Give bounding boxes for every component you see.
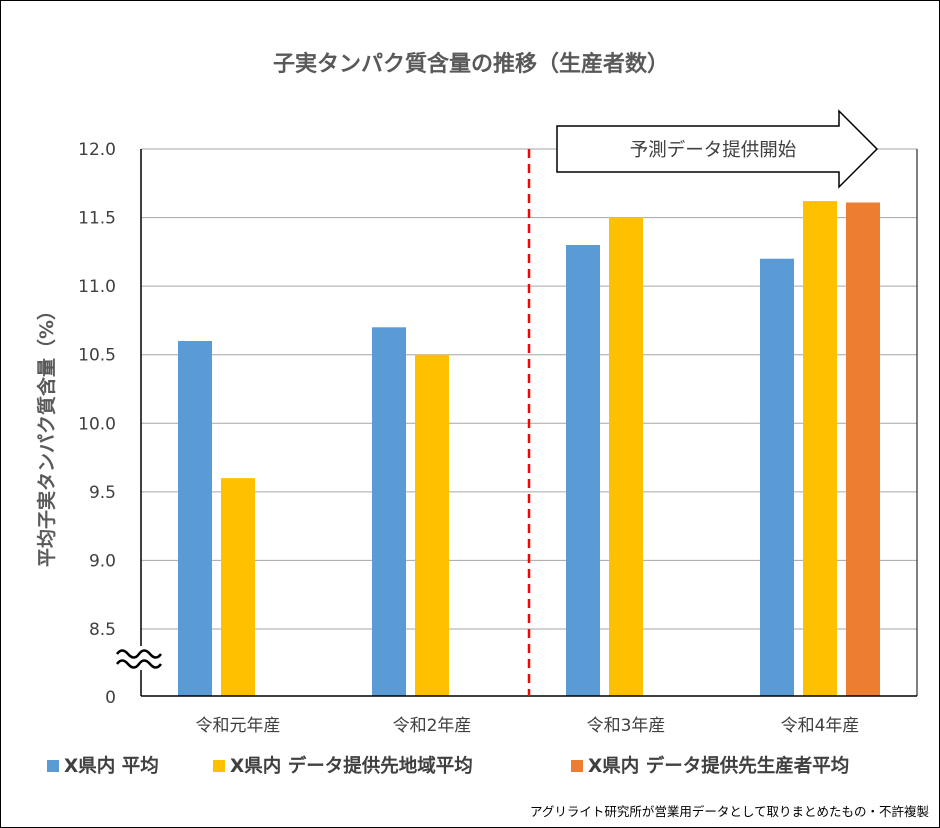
category-label-0: 令和元年産 [196, 716, 281, 736]
y-tick-label-3: 10.0 [78, 414, 116, 434]
y-tick-label-1: 9.0 [89, 551, 116, 571]
y-tick-label-4: 10.5 [78, 346, 116, 366]
legend-swatch-0 [47, 760, 59, 772]
credit-note: アグリライト研究所が営業用データとして取りまとめたもの・不許複製 [530, 804, 929, 819]
legend-swatch-2 [571, 760, 583, 772]
y-tick-label-zero: 0 [105, 688, 116, 708]
bars [178, 201, 880, 697]
bar-s0-c1 [372, 327, 406, 696]
forecast-arrow: 予測データ提供開始 [556, 109, 879, 189]
category-label-2: 令和3年産 [587, 716, 666, 736]
bar-s1-c0 [221, 478, 255, 696]
forecast-arrow-shape [556, 109, 879, 189]
bar-s2-c3 [846, 202, 880, 696]
y-tick-label-6: 11.5 [78, 209, 116, 229]
chart-title: 子実タンパク質含量の推移（生産者数） [273, 51, 669, 77]
y-axis-label: 平均子実タンパク質含量（%） [35, 301, 58, 567]
bar-s0-c3 [760, 258, 794, 696]
legend: X県内 平均 X県内 データ提供先地域平均 X県内 データ提供先生産者平均 [47, 755, 849, 777]
break-wave-bottom [115, 659, 163, 669]
break-wave-top [115, 649, 163, 659]
bar-s0-c2 [566, 245, 600, 696]
forecast-label: 予測データ提供開始 [630, 140, 797, 161]
bar-s1-c2 [609, 217, 643, 697]
bar-s1-c1 [415, 354, 449, 696]
category-label-1: 令和2年産 [393, 716, 472, 736]
y-tick-label-2: 9.5 [89, 483, 116, 503]
legend-label-2: X県内 データ提供先生産者平均 [588, 755, 849, 777]
y-tick-labels: 8.5 9.0 9.5 10.0 10.5 11.0 11.5 12.0 [78, 140, 116, 640]
category-labels: 令和元年産 令和2年産 令和3年産 令和4年産 [196, 716, 860, 736]
category-label-3: 令和4年産 [781, 716, 860, 736]
axis-break-mark: 0 [105, 646, 167, 708]
legend-swatch-1 [213, 760, 225, 772]
legend-label-1: X県内 データ提供先地域平均 [230, 755, 473, 777]
y-tick-label-5: 11.0 [78, 277, 116, 297]
bar-s1-c3 [803, 201, 837, 696]
y-tick-label-0: 8.5 [89, 620, 116, 640]
y-tick-label-7: 12.0 [78, 140, 116, 160]
bar-s0-c0 [178, 341, 212, 696]
legend-label-0: X県内 平均 [64, 755, 159, 777]
